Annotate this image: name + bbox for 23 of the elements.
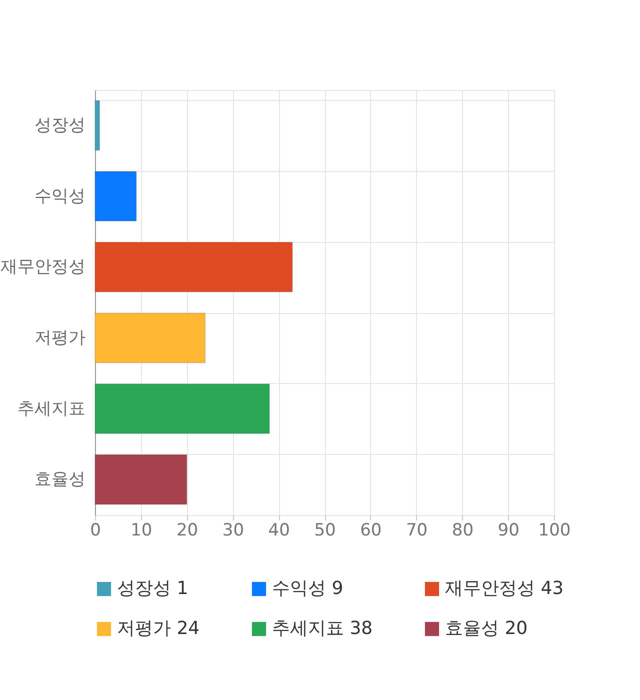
x-tick-label: 70 bbox=[406, 520, 428, 540]
x-tick-label: 100 bbox=[538, 520, 571, 540]
x-tick-label: 60 bbox=[360, 520, 382, 540]
x-tick-label: 80 bbox=[452, 520, 474, 540]
x-tick-label: 90 bbox=[498, 520, 520, 540]
legend-label: 성장성 1 bbox=[117, 578, 188, 599]
legend-label: 수익성 9 bbox=[272, 578, 344, 599]
legend-label: 효율성 20 bbox=[445, 618, 528, 639]
y-tick-label: 성장성 bbox=[34, 115, 86, 136]
x-tick-label: 30 bbox=[222, 520, 244, 540]
y-tick-label: 재무안정성 bbox=[0, 257, 86, 278]
y-tick-label: 추세지표 bbox=[18, 398, 86, 419]
legend-label: 추세지표 38 bbox=[272, 618, 373, 639]
y-tick-label: 저평가 bbox=[34, 328, 86, 348]
y-tick-label: 효율성 bbox=[34, 470, 86, 490]
y-tick-label: 수익성 bbox=[34, 186, 86, 206]
x-tick-label: 10 bbox=[130, 520, 152, 540]
x-tick-label: 20 bbox=[176, 520, 198, 540]
legend-label: 재무안정성 43 bbox=[445, 578, 564, 599]
x-tick-label: 0 bbox=[90, 520, 101, 540]
x-tick-label: 50 bbox=[314, 520, 336, 540]
legend-label: 저평가 24 bbox=[117, 618, 200, 639]
x-tick-label: 40 bbox=[268, 520, 290, 540]
